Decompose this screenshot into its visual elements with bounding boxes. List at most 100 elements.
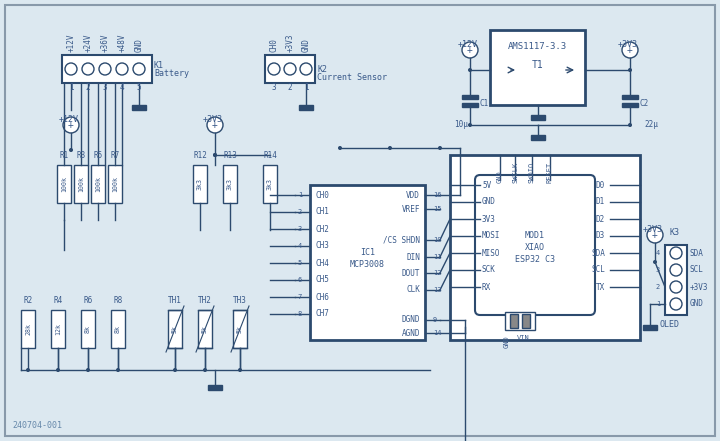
Text: 16: 16 <box>433 192 441 198</box>
Text: CH0: CH0 <box>269 38 279 52</box>
Text: 22μ: 22μ <box>644 120 658 129</box>
Text: R2: R2 <box>23 296 32 305</box>
Text: 9: 9 <box>433 317 437 323</box>
Text: +3V3: +3V3 <box>203 115 223 124</box>
Circle shape <box>670 298 682 310</box>
Text: SCL: SCL <box>690 265 704 274</box>
Text: TH1: TH1 <box>168 296 182 305</box>
Circle shape <box>653 260 657 264</box>
Bar <box>233 310 247 348</box>
Text: 15: 15 <box>433 206 441 212</box>
Bar <box>132 105 146 110</box>
Text: XIAO: XIAO <box>525 243 545 251</box>
Text: GND: GND <box>135 38 143 52</box>
Text: CH6: CH6 <box>315 292 329 302</box>
Circle shape <box>468 68 472 72</box>
Text: 8: 8 <box>298 311 302 317</box>
Text: 3: 3 <box>656 267 660 273</box>
Text: 4: 4 <box>120 83 125 92</box>
Text: +12V: +12V <box>59 115 79 124</box>
Text: GND: GND <box>690 299 704 309</box>
Text: CH7: CH7 <box>315 310 329 318</box>
Text: 14: 14 <box>433 330 441 336</box>
Text: 8k: 8k <box>85 325 91 333</box>
Text: 12k: 12k <box>55 323 61 335</box>
Bar <box>531 135 544 140</box>
Circle shape <box>69 148 73 152</box>
Text: 3V3: 3V3 <box>482 214 496 224</box>
Circle shape <box>670 264 682 276</box>
Text: IC1: IC1 <box>360 248 375 257</box>
Bar <box>108 165 122 203</box>
Text: TH2: TH2 <box>198 296 212 305</box>
Bar <box>265 55 315 83</box>
Bar <box>510 314 518 328</box>
Circle shape <box>63 117 79 133</box>
Text: D0: D0 <box>595 180 605 190</box>
Circle shape <box>628 123 632 127</box>
Text: 2: 2 <box>288 83 292 92</box>
Text: OLED: OLED <box>660 320 680 329</box>
Text: 2: 2 <box>86 83 90 92</box>
Text: 100k: 100k <box>112 176 118 192</box>
Text: 5V: 5V <box>482 180 491 190</box>
Text: CH1: CH1 <box>315 208 329 217</box>
Text: 8k: 8k <box>115 325 121 333</box>
Text: D2: D2 <box>595 214 605 224</box>
Text: AMS1117-3.3: AMS1117-3.3 <box>508 42 567 51</box>
Text: K1: K1 <box>154 60 164 70</box>
Text: RESET: RESET <box>547 162 553 183</box>
Bar <box>21 310 35 348</box>
Text: SCL: SCL <box>591 265 605 274</box>
Text: 5k: 5k <box>237 325 243 333</box>
Text: VDD: VDD <box>406 191 420 199</box>
Text: 3: 3 <box>271 83 276 92</box>
Text: CH3: CH3 <box>315 242 329 250</box>
Bar <box>490 30 585 105</box>
Text: D3: D3 <box>595 232 605 240</box>
Text: D1: D1 <box>595 198 605 206</box>
Text: 5k: 5k <box>202 325 208 333</box>
Circle shape <box>116 63 128 75</box>
Text: R8: R8 <box>113 296 122 305</box>
Text: SDA: SDA <box>591 248 605 258</box>
Text: +: + <box>212 120 218 130</box>
Text: GND: GND <box>482 198 496 206</box>
Circle shape <box>116 368 120 372</box>
Circle shape <box>338 146 342 150</box>
Text: +24V: +24V <box>84 34 92 52</box>
Text: SWCLK: SWCLK <box>512 162 518 183</box>
Text: DGND: DGND <box>402 315 420 325</box>
Text: +36V: +36V <box>101 34 109 52</box>
Text: 1: 1 <box>298 192 302 198</box>
Text: DOUT: DOUT <box>402 269 420 277</box>
Text: 5k: 5k <box>172 325 178 333</box>
Text: MCP3008: MCP3008 <box>350 260 385 269</box>
Text: GND: GND <box>302 38 310 52</box>
Text: 3k3: 3k3 <box>227 178 233 190</box>
Text: CH4: CH4 <box>315 258 329 268</box>
Text: SDA: SDA <box>690 248 704 258</box>
Text: +: + <box>467 45 473 55</box>
Bar <box>198 310 212 348</box>
Bar <box>622 95 638 99</box>
Text: 100k: 100k <box>61 176 67 192</box>
Text: GND: GND <box>497 170 503 183</box>
Text: +12V: +12V <box>66 34 76 52</box>
Text: 4: 4 <box>298 243 302 249</box>
Circle shape <box>213 153 217 157</box>
Circle shape <box>462 42 478 58</box>
FancyBboxPatch shape <box>475 175 595 315</box>
Bar <box>168 310 182 348</box>
Text: GND: GND <box>504 335 510 348</box>
Text: 7: 7 <box>298 294 302 300</box>
Bar <box>643 325 657 330</box>
Text: R14: R14 <box>263 151 277 160</box>
Circle shape <box>284 63 296 75</box>
Text: K3: K3 <box>670 228 680 237</box>
Text: 10: 10 <box>433 237 441 243</box>
Text: 6: 6 <box>298 277 302 283</box>
Text: +: + <box>68 120 74 130</box>
Circle shape <box>268 63 280 75</box>
Text: 1: 1 <box>656 301 660 307</box>
